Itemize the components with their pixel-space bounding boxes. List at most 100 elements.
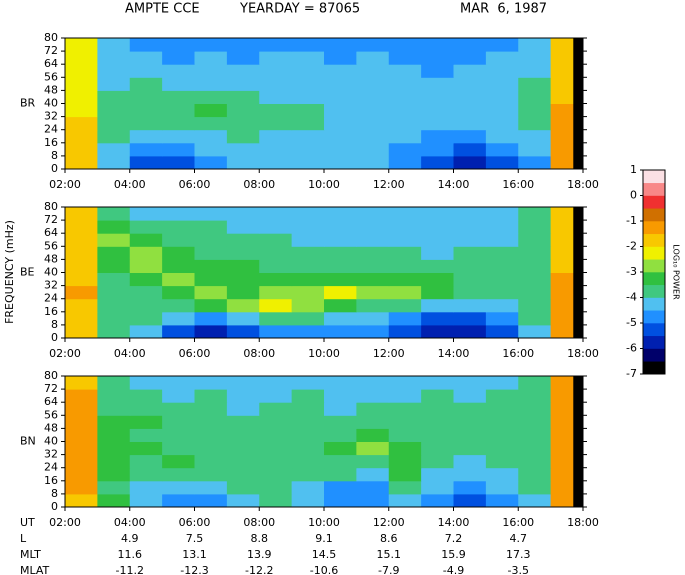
spectrogram-cell [324,64,357,78]
spectrogram-cell [356,389,390,403]
spectrogram-cell [356,285,390,300]
spectrogram-cell [356,415,390,429]
y-tick-label: 24 [44,461,58,474]
colorbar-band [643,361,665,375]
spectrogram-cell [324,246,357,260]
spectrogram-cell [65,311,98,326]
spectrogram-cell [485,402,519,416]
spectrogram-cell [194,64,228,78]
spectrogram-cell [226,246,260,260]
spectrogram-cell [518,493,552,508]
y-tick-label: 56 [44,408,58,421]
spectrogram-cell [162,155,195,170]
colorbar-label: LOG₁₀ POWER [672,244,681,300]
spectrogram-cell [259,467,293,482]
yearday: YEARDAY = 87065 [239,2,360,17]
spectrogram-cell [388,402,422,416]
x-tick-label: 08:00 [243,347,275,360]
spectrogram-cell [291,38,325,52]
spectrogram-cell [356,298,390,313]
spectrogram-cell [65,285,98,300]
spectrogram-cell [129,77,163,91]
spectrogram-cell [194,129,228,144]
spectrogram-cell [485,493,519,508]
spectrogram-cell [194,311,228,326]
spectrogram-cell [485,272,519,287]
spectrogram-cell [259,116,293,131]
spectrogram-cell [162,298,195,313]
spectrogram-cell [97,38,131,52]
spectrogram-cell [97,454,131,469]
spectrogram-cell [259,480,293,495]
spectrogram-cell [291,324,325,339]
spectrogram-cell [162,324,195,339]
y-tick-label: 56 [44,239,58,252]
spectrogram-cell [291,103,325,118]
spectrogram-cell [421,246,454,260]
spectrogram-cell [324,402,357,416]
spectrogram-cell [388,454,422,469]
spectrogram-cell [324,272,357,287]
spectrogram-cell [518,155,552,170]
spectrogram-cell [129,415,163,429]
spectrogram-cell [453,116,487,131]
spectrogram-cell [259,90,293,104]
component-label: BN [20,435,36,448]
spectrogram-cell [226,428,260,442]
spectrogram-cell [324,415,357,429]
y-tick-label: 8 [51,487,58,500]
spectrogram-cell [129,129,163,144]
spectrogram-cell [324,233,357,247]
spectrogram-cell [129,233,163,247]
spectrogram-cell [388,441,422,456]
spectrogram-cell [291,142,325,157]
y-tick-label: 16 [44,136,58,149]
spectrogram-cell [324,285,357,300]
spectrogram-cell [97,220,131,234]
spectrogram-cell [226,207,260,221]
y-tick-label: 0 [51,162,58,175]
spectrogram-cell [485,90,519,104]
spectrogram-cell [485,480,519,495]
spectrogram-cell [421,90,454,104]
spectrogram-cell [421,142,454,157]
spectrogram-cell [421,259,454,273]
y-tick-label: 64 [44,57,58,70]
spectrogram-cell [194,155,228,170]
colorbar-band [643,208,665,222]
component-label: BE [20,266,35,279]
y-tick-label: 40 [44,435,58,448]
y-tick-label: 64 [44,226,58,239]
spectrogram-cell [162,454,195,469]
spectrogram-cell [324,155,357,170]
spectrogram-cell [129,38,163,52]
spectrogram-cell [129,64,163,78]
y-tick-label: 16 [44,474,58,487]
spectrogram-cell [421,272,454,287]
spectrogram-cell [226,415,260,429]
data-gap [573,207,583,338]
x-tick-label: 10:00 [308,347,340,360]
spectrogram-cell [388,324,422,339]
spectrogram-cell [226,389,260,403]
spectrogram-cell [291,77,325,91]
x-tick-label: 18:00 [567,516,599,529]
spectrogram-cell [421,454,454,469]
spectrogram-cell [162,103,195,118]
spectrogram-cell [129,428,163,442]
ephemeris-value: 8.8 [251,532,269,545]
spectrogram-cell [194,389,228,403]
spectrogram-cell [388,298,422,313]
spectrogram-cell [324,298,357,313]
spectrogram-cell [324,129,357,144]
spectrogram-cell [324,493,357,508]
spectrogram-cell [518,51,552,65]
spectrogram-cell [388,376,422,390]
spectrogram-cell [453,129,487,144]
spectrogram-cell [421,129,454,144]
spectrogram-cell [453,285,487,300]
spectrogram-cell [65,480,98,495]
spectrogram-cell [324,480,357,495]
spectrogram-cell [485,467,519,482]
ephemeris-value: 15.1 [377,548,402,561]
